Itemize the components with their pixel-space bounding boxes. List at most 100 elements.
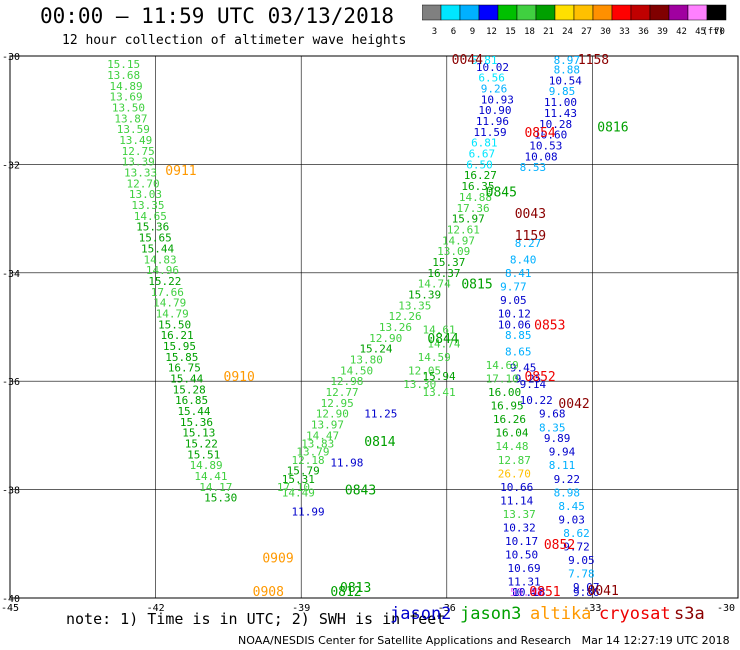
wave-height-point: 12.26 (389, 310, 422, 323)
wave-height-point: 14.17 (199, 481, 232, 494)
wave-height-point: 14.69 (486, 359, 519, 372)
pass-time-label: 0853 (534, 318, 565, 333)
page-title: 00:00 – 11:59 UTC 03/13/2018 (40, 4, 395, 28)
pass-time-label: 1158 (578, 53, 609, 68)
wave-height-point: 14.74 (418, 278, 451, 291)
wave-height-point: 10.90 (478, 104, 511, 117)
colorbar-label: 42 (676, 27, 687, 37)
colorbar-label: 24 (562, 27, 573, 37)
wave-height-point: 12.90 (369, 332, 402, 345)
wave-height-point: 16.75 (168, 362, 201, 375)
wave-height-point: 16.21 (160, 329, 193, 342)
lat-tick-label: -36 (2, 377, 20, 388)
colorbar-label: 39 (657, 27, 668, 37)
colorbar-legend: 3 6 9 12 15 18 21 24 27 30 33 36 39 42 45 70(ft) (422, 4, 727, 37)
lat-tick-label: -34 (2, 269, 20, 280)
wave-height-point: 15.79 (287, 465, 320, 478)
legend-jason2: jason2 (390, 604, 452, 624)
wave-height-point: 14.74 (427, 337, 460, 350)
wave-height-point: 9.86 (573, 586, 600, 599)
wave-height-point: 15.28 (173, 383, 206, 396)
pass-time-label: 0814 (364, 435, 395, 450)
wave-height-point: 12.61 (447, 223, 480, 236)
wave-height-point: 9.45 (510, 362, 536, 375)
wave-height-point: 14.89 (109, 80, 142, 93)
colorbar-unit: (ft) (702, 27, 724, 37)
wave-height-point: 13.03 (129, 188, 162, 201)
pass-time-label: 0908 (253, 585, 284, 600)
pass-time-label: 0812 (330, 585, 361, 600)
wave-height-point: 16.85 (175, 394, 208, 407)
wave-height-point: 14.97 (442, 234, 475, 247)
wave-height-point: 14.96 (146, 264, 179, 277)
wave-height-point: 14.61 (423, 324, 456, 337)
lon-tick-label: -42 (147, 603, 165, 614)
colorbar-label: 27 (581, 27, 592, 37)
wave-height-point: 8.11 (549, 459, 576, 472)
wave-height-point: 15.22 (185, 438, 218, 451)
wave-height-point: 13.49 (119, 134, 152, 147)
wave-height-point: 13.26 (379, 321, 412, 334)
pass-time-label: 0041 (588, 584, 619, 599)
pass-time-label: 0044 (452, 53, 483, 68)
wave-height-point: 15.94 (423, 370, 456, 383)
wave-height-point: 14.88 (459, 191, 492, 204)
wave-height-point: 12.75 (122, 145, 155, 158)
wave-height-point: 6.56 (478, 72, 505, 85)
pass-time-label: 0042 (558, 397, 589, 412)
pass-time-label: 0844 (427, 332, 458, 347)
wave-height-point: 13.68 (107, 69, 140, 82)
wave-height-point: 10.69 (507, 562, 540, 575)
lat-tick-label: -40 (2, 594, 20, 605)
wave-height-point: 8.45 (558, 500, 585, 513)
wave-height-point: 9.68 (539, 408, 566, 421)
wave-height-point: 16.00 (488, 386, 521, 399)
wave-height-point: 17.10 (486, 372, 519, 385)
wave-height-point: 11.96 (476, 115, 509, 128)
colorbar-label: 9 (470, 27, 475, 37)
wave-height-point: 8.35 (539, 421, 566, 434)
wave-height-point: 9.85 (549, 85, 576, 98)
wave-height-point: 15.30 (204, 492, 237, 505)
wave-height-point: 13.87 (114, 112, 147, 125)
colorbar-label: 21 (543, 27, 554, 37)
wave-height-point: 13.41 (423, 386, 456, 399)
pass-time-label: 0043 (515, 207, 546, 222)
wave-height-point: 17.66 (151, 286, 184, 299)
wave-height-point: 16.95 (490, 400, 523, 413)
credit-line: NOAA/NESDIS Center for Satellite Applica… (238, 634, 730, 647)
wave-height-point: 15.22 (148, 275, 181, 288)
wave-height-point: 11.43 (544, 107, 577, 120)
wave-height-point: 12.98 (330, 375, 363, 388)
wave-height-point: 15.39 (408, 288, 441, 301)
wave-height-point: 11.98 (330, 457, 363, 470)
wave-height-point: 14.41 (194, 470, 227, 483)
legend-jason3: jason3 (460, 604, 522, 624)
lon-tick-label: -36 (438, 603, 456, 614)
map-frame (9, 55, 739, 599)
colorbar-swatch (706, 4, 727, 21)
wave-height-point: 10.02 (476, 61, 509, 74)
wave-height-point: 9.14 (520, 378, 547, 391)
wave-height-point: 10.50 (505, 549, 538, 562)
colorbar-label: 18 (524, 27, 535, 37)
wave-height-point: 14.48 (495, 440, 528, 453)
wave-height-point: 8.53 (520, 161, 547, 174)
wave-height-point: 13.83 (301, 438, 334, 451)
wave-height-point: 9.07 (573, 581, 600, 594)
wave-height-point: 14.65 (134, 210, 167, 223)
pass-time-label: 0909 (262, 551, 293, 566)
wave-height-point: 14.79 (156, 307, 189, 320)
wave-height-point: 15.50 (158, 318, 191, 331)
wave-height-point: 16.04 (495, 427, 528, 440)
wave-height-point: 13.35 (398, 299, 431, 312)
wave-height-point: 17.10 (277, 481, 310, 494)
wave-height-point: 13.79 (296, 446, 329, 459)
wave-height-point: 9.94 (549, 446, 576, 459)
pass-time-label: 0852 (524, 370, 555, 385)
wave-height-point: 8.85 (505, 329, 532, 342)
wave-height-point: 16.37 (427, 267, 460, 280)
wave-height-point: 8.97 (554, 54, 581, 67)
wave-height-point: 8.27 (515, 237, 542, 250)
wave-height-point: 15.15 (107, 58, 140, 71)
